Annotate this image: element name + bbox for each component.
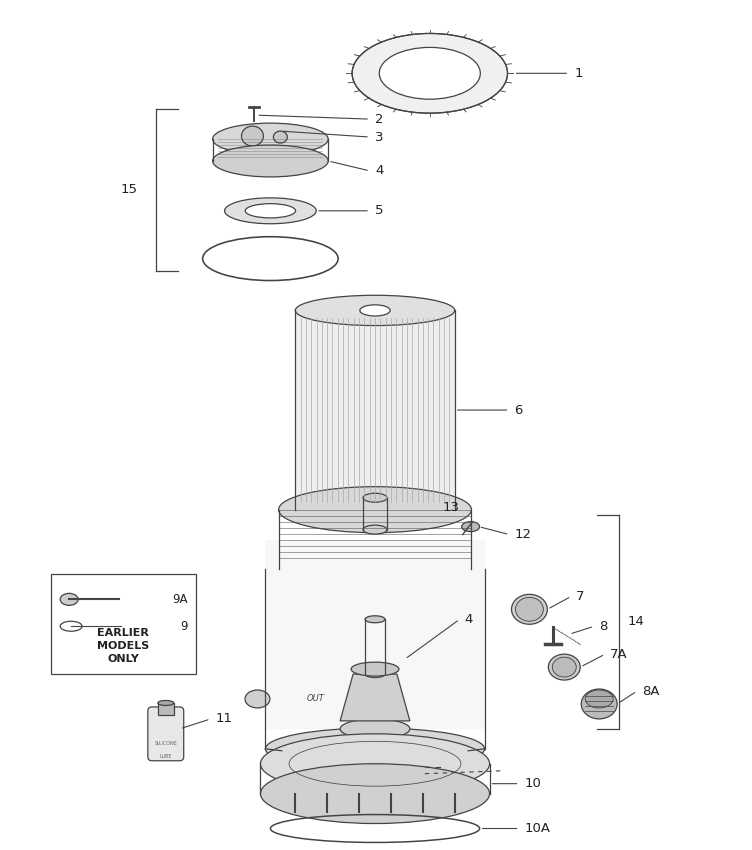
Ellipse shape	[213, 123, 328, 155]
Ellipse shape	[581, 689, 617, 719]
Ellipse shape	[245, 204, 296, 218]
Ellipse shape	[296, 495, 455, 524]
Ellipse shape	[60, 593, 78, 605]
Ellipse shape	[340, 719, 410, 739]
Ellipse shape	[260, 734, 490, 794]
Ellipse shape	[553, 657, 576, 677]
FancyBboxPatch shape	[148, 707, 183, 761]
Ellipse shape	[225, 198, 317, 224]
Ellipse shape	[365, 671, 385, 677]
Bar	[296, 310, 455, 510]
Text: 5: 5	[375, 204, 384, 218]
Ellipse shape	[158, 700, 174, 706]
Text: EARLIER
MODELS
ONLY: EARLIER MODELS ONLY	[97, 628, 150, 665]
Text: 12: 12	[514, 528, 532, 541]
Text: 8: 8	[599, 620, 608, 632]
Text: OUT: OUT	[306, 694, 324, 704]
Bar	[265, 540, 484, 728]
Ellipse shape	[278, 487, 472, 533]
Ellipse shape	[351, 662, 399, 676]
Ellipse shape	[515, 598, 544, 621]
Text: 3: 3	[375, 131, 384, 144]
Text: 13: 13	[443, 502, 459, 514]
Ellipse shape	[274, 131, 287, 143]
Ellipse shape	[260, 764, 490, 824]
Text: 15: 15	[121, 184, 138, 196]
Ellipse shape	[245, 690, 270, 708]
Ellipse shape	[511, 594, 547, 624]
Text: 4: 4	[375, 164, 384, 178]
Text: SILICONE: SILICONE	[154, 741, 177, 746]
Text: 8A: 8A	[642, 684, 660, 698]
Ellipse shape	[365, 615, 385, 623]
Text: 9: 9	[180, 620, 188, 632]
Ellipse shape	[241, 126, 263, 146]
Text: 2: 2	[375, 113, 384, 126]
Ellipse shape	[265, 728, 484, 769]
Ellipse shape	[360, 305, 390, 316]
Text: 4: 4	[465, 613, 473, 626]
Ellipse shape	[296, 295, 455, 326]
Ellipse shape	[585, 690, 613, 708]
Ellipse shape	[352, 33, 508, 113]
Ellipse shape	[213, 145, 328, 177]
Ellipse shape	[363, 525, 387, 534]
Ellipse shape	[379, 48, 481, 99]
Text: 6: 6	[514, 404, 523, 416]
Text: 7A: 7A	[610, 648, 628, 660]
Text: 14: 14	[627, 615, 644, 628]
Ellipse shape	[363, 493, 387, 502]
Bar	[158, 703, 174, 715]
Polygon shape	[340, 674, 410, 721]
Ellipse shape	[462, 522, 480, 531]
Bar	[51, 575, 196, 674]
Ellipse shape	[282, 768, 468, 790]
Text: 11: 11	[216, 712, 232, 725]
Text: 1: 1	[575, 67, 583, 80]
Text: 9A: 9A	[172, 592, 188, 606]
Text: 7: 7	[576, 590, 585, 603]
Text: 10A: 10A	[524, 822, 550, 835]
Ellipse shape	[548, 654, 581, 680]
Text: 10: 10	[524, 777, 541, 790]
Text: LUBE: LUBE	[159, 754, 172, 759]
